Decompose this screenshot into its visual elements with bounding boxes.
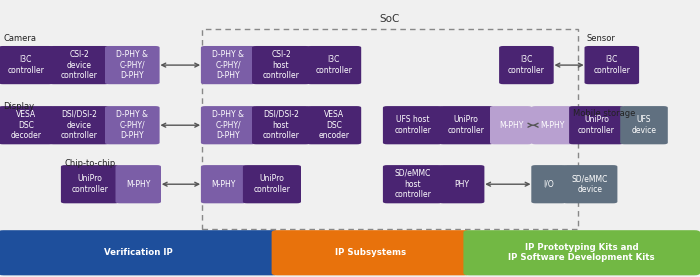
FancyBboxPatch shape <box>116 165 161 203</box>
FancyBboxPatch shape <box>201 165 246 203</box>
FancyBboxPatch shape <box>272 230 470 275</box>
Text: UFS
device: UFS device <box>631 115 657 135</box>
FancyBboxPatch shape <box>0 46 53 84</box>
FancyBboxPatch shape <box>0 106 53 144</box>
Text: I3C
controller: I3C controller <box>8 55 44 75</box>
FancyBboxPatch shape <box>243 165 301 203</box>
FancyBboxPatch shape <box>569 106 624 144</box>
Text: UniPro
controller: UniPro controller <box>448 115 484 135</box>
Text: I/O: I/O <box>543 180 554 189</box>
Text: VESA
DSC
decoder: VESA DSC decoder <box>10 110 41 140</box>
FancyBboxPatch shape <box>201 106 256 144</box>
FancyBboxPatch shape <box>531 165 566 203</box>
FancyBboxPatch shape <box>105 106 160 144</box>
Text: VESA
DSC
encoder: VESA DSC encoder <box>318 110 349 140</box>
FancyBboxPatch shape <box>49 106 109 144</box>
Text: DSI/DSI-2
device
controller: DSI/DSI-2 device controller <box>61 110 97 140</box>
FancyBboxPatch shape <box>439 165 484 203</box>
Text: IP Subsystems: IP Subsystems <box>335 248 406 257</box>
FancyBboxPatch shape <box>49 46 109 84</box>
Text: Verification IP: Verification IP <box>104 248 172 257</box>
FancyBboxPatch shape <box>105 46 160 84</box>
Text: SoC: SoC <box>379 14 400 24</box>
Text: CSI-2
host
controller: CSI-2 host controller <box>262 50 300 80</box>
Text: D-PHY &
C-PHY/
D-PHY: D-PHY & C-PHY/ D-PHY <box>116 110 148 140</box>
Text: CSI-2
device
controller: CSI-2 device controller <box>61 50 97 80</box>
Text: UniPro
controller: UniPro controller <box>578 115 615 135</box>
Text: M-PHY: M-PHY <box>499 121 523 130</box>
Text: DSI/DSI-2
host
controller: DSI/DSI-2 host controller <box>262 110 300 140</box>
FancyBboxPatch shape <box>201 46 256 84</box>
Text: D-PHY &
C-PHY/
D-PHY: D-PHY & C-PHY/ D-PHY <box>212 110 244 140</box>
FancyBboxPatch shape <box>383 106 442 144</box>
Text: D-PHY &
C-PHY/
D-PHY: D-PHY & C-PHY/ D-PHY <box>116 50 148 80</box>
Text: I3C
controller: I3C controller <box>508 55 545 75</box>
Text: SD/eMMC
device: SD/eMMC device <box>572 174 608 194</box>
Text: PHY: PHY <box>454 180 469 189</box>
Text: Display: Display <box>4 102 34 111</box>
Text: UFS host
controller: UFS host controller <box>394 115 431 135</box>
FancyBboxPatch shape <box>463 230 700 275</box>
Text: IP Prototyping Kits and
IP Software Development Kits: IP Prototyping Kits and IP Software Deve… <box>508 243 655 263</box>
Text: I3C
controller: I3C controller <box>316 55 352 75</box>
FancyBboxPatch shape <box>620 106 668 144</box>
FancyBboxPatch shape <box>383 165 442 203</box>
Text: M-PHY: M-PHY <box>540 121 564 130</box>
Text: UniPro
controller: UniPro controller <box>71 174 108 194</box>
FancyBboxPatch shape <box>61 165 119 203</box>
FancyBboxPatch shape <box>252 46 310 84</box>
FancyBboxPatch shape <box>439 106 493 144</box>
FancyBboxPatch shape <box>499 46 554 84</box>
Text: Mobile storage: Mobile storage <box>573 109 635 118</box>
FancyBboxPatch shape <box>490 106 532 144</box>
Text: Camera: Camera <box>4 34 36 43</box>
FancyBboxPatch shape <box>531 106 573 144</box>
Text: M-PHY: M-PHY <box>211 180 236 189</box>
Text: M-PHY: M-PHY <box>126 180 150 189</box>
Bar <box>202 29 578 229</box>
FancyBboxPatch shape <box>307 106 361 144</box>
Text: Sensor: Sensor <box>587 34 615 43</box>
FancyBboxPatch shape <box>563 165 617 203</box>
FancyBboxPatch shape <box>307 46 361 84</box>
Text: I3C
controller: I3C controller <box>594 55 630 75</box>
FancyBboxPatch shape <box>252 106 310 144</box>
FancyBboxPatch shape <box>0 230 278 275</box>
Text: Chip-to-chip: Chip-to-chip <box>64 159 116 168</box>
Text: D-PHY &
C-PHY/
D-PHY: D-PHY & C-PHY/ D-PHY <box>212 50 244 80</box>
Text: UniPro
controller: UniPro controller <box>253 174 290 194</box>
FancyBboxPatch shape <box>584 46 639 84</box>
Text: SD/eMMC
host
controller: SD/eMMC host controller <box>394 169 431 199</box>
